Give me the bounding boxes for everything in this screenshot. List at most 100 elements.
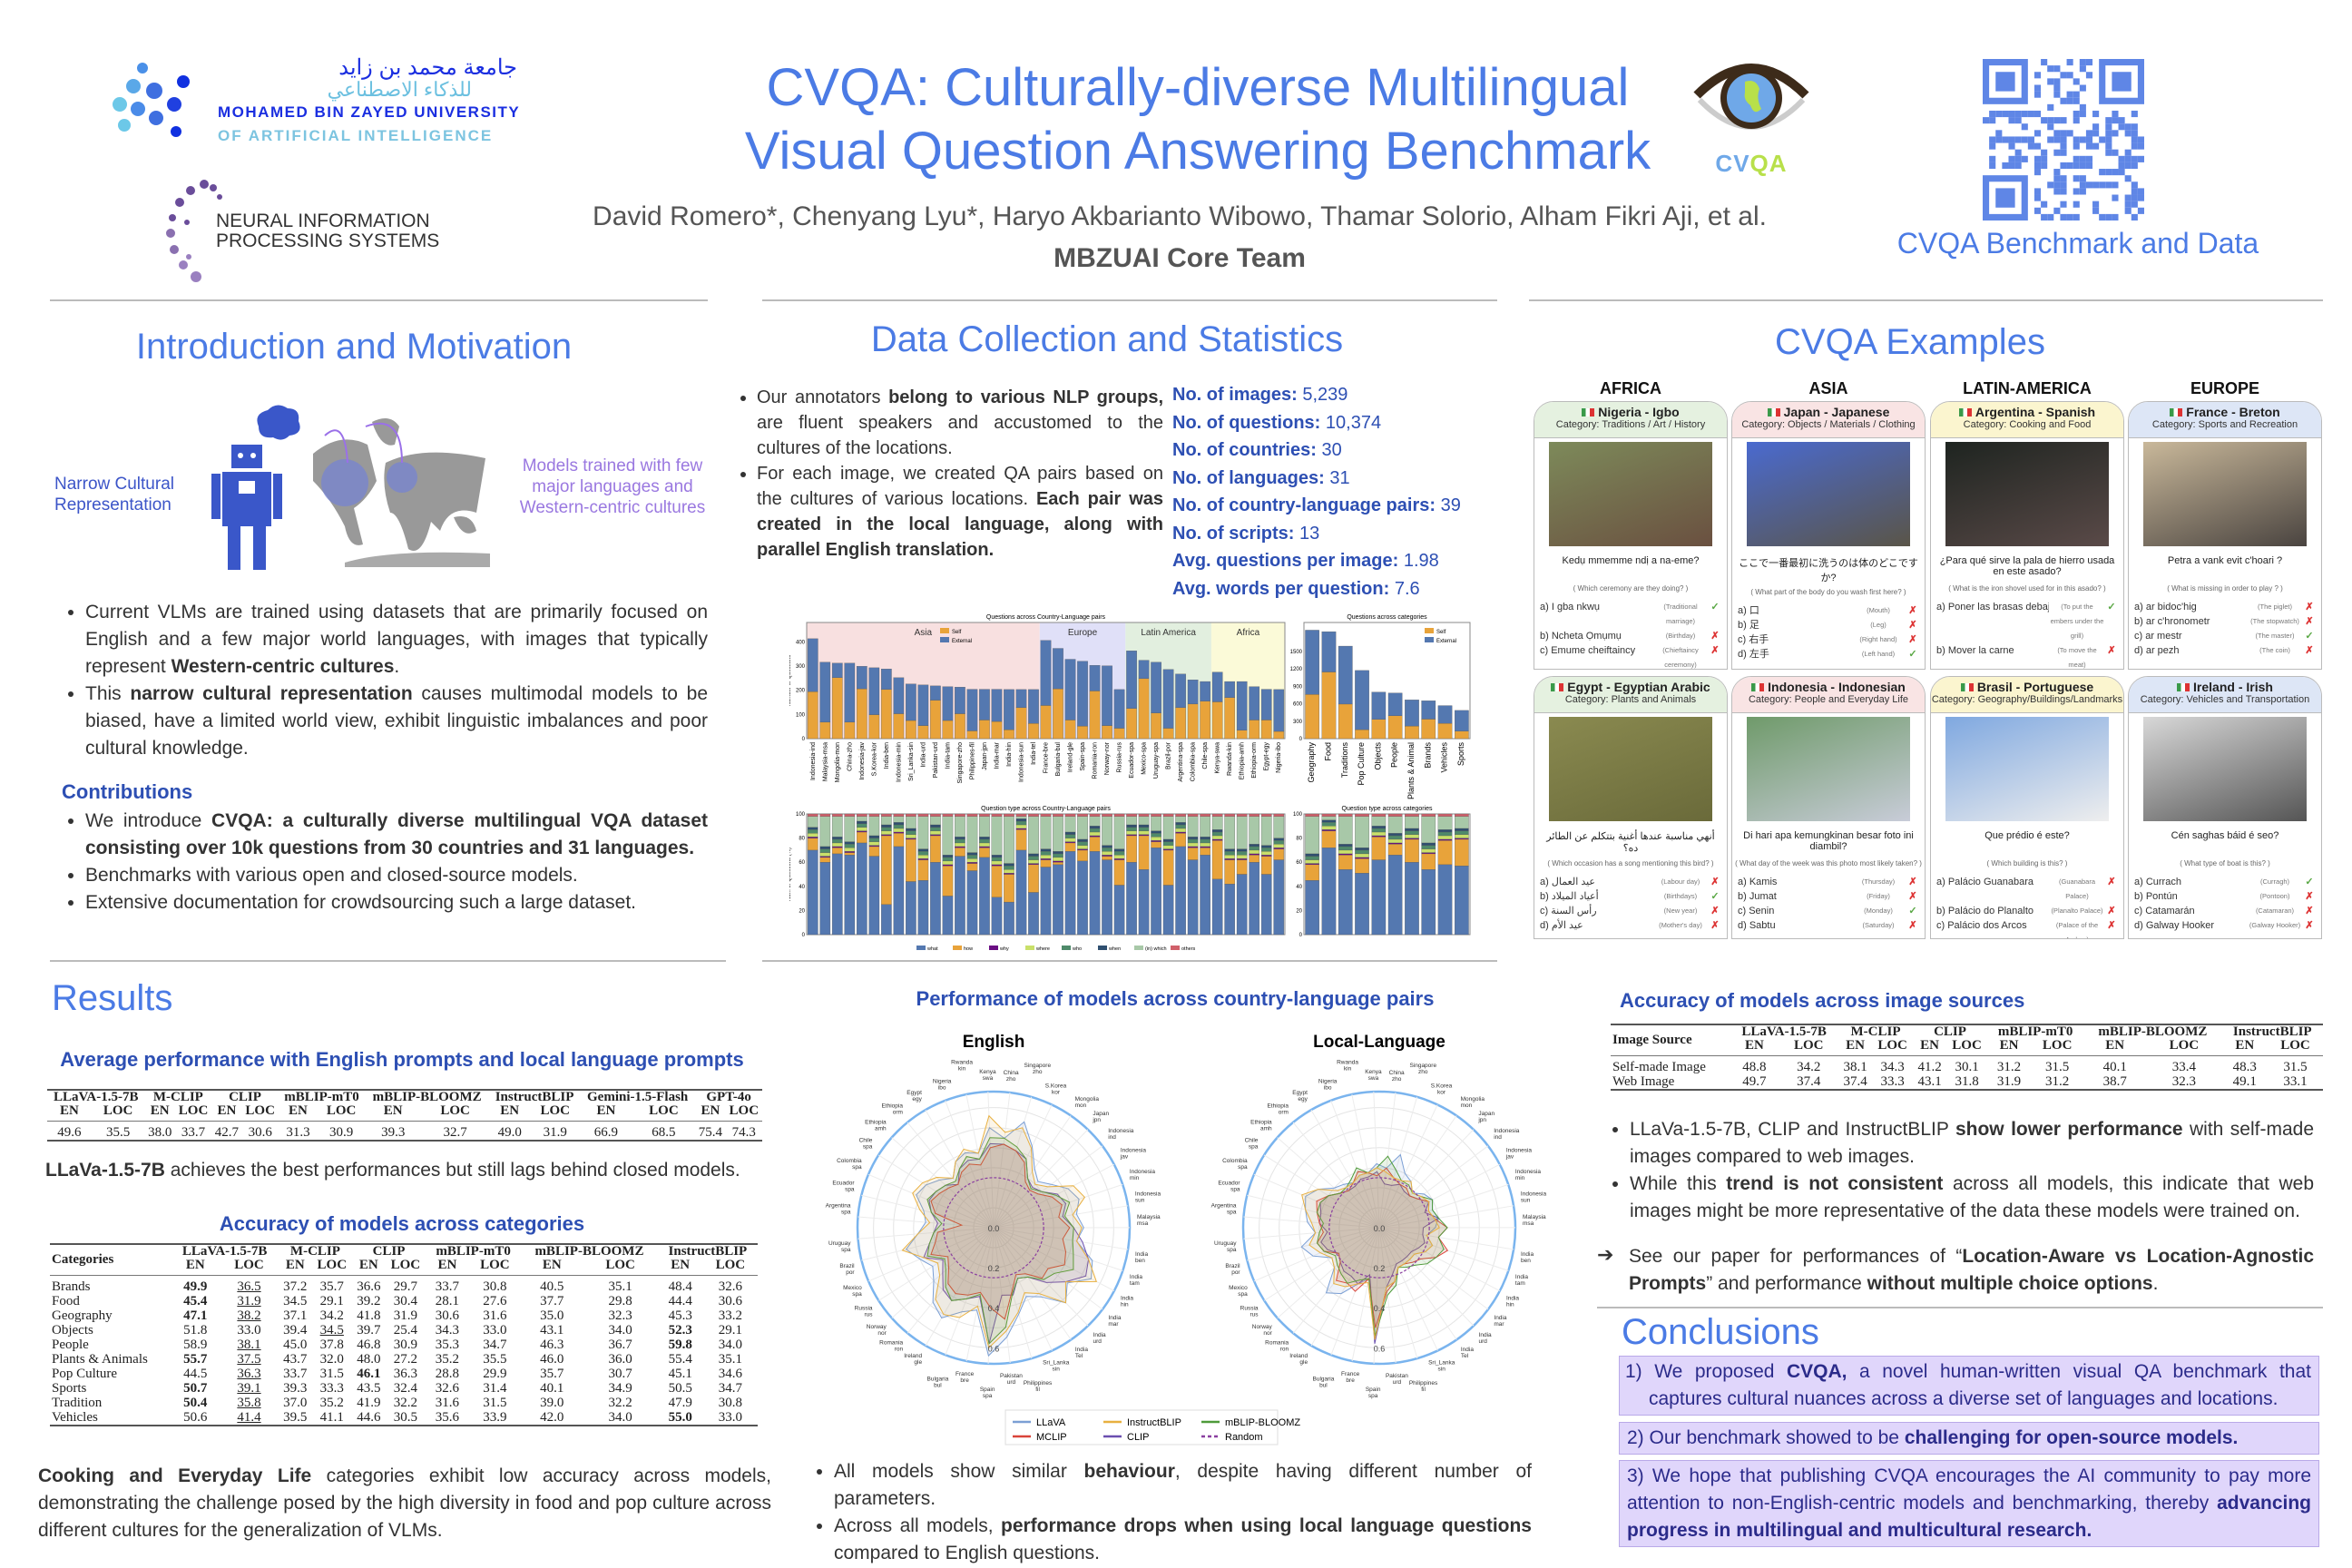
card-country: Japan - Japanese bbox=[1783, 405, 1890, 419]
legend-label: External bbox=[1436, 639, 1456, 644]
bar-segment bbox=[881, 689, 892, 740]
card-country: Argentina - Spanish bbox=[1975, 405, 2096, 419]
legend-swatch bbox=[1025, 946, 1034, 950]
table-cell: 39.3 bbox=[283, 1381, 308, 1396]
bar-segment bbox=[1187, 846, 1199, 848]
divider bbox=[762, 960, 1497, 962]
axis-label: Egypt egy bbox=[1292, 1090, 1308, 1102]
bar-segment bbox=[868, 856, 880, 936]
bar-segment bbox=[1187, 848, 1199, 860]
spoke bbox=[1378, 1104, 1438, 1229]
bar-segment bbox=[1187, 703, 1199, 740]
option-text: a) Poner las brasas debajo de la parilla bbox=[1936, 602, 2049, 612]
plot-frame bbox=[1303, 813, 1471, 936]
bar-segment bbox=[1004, 863, 1014, 867]
text: causes multimodal models to be biased, h… bbox=[85, 683, 709, 759]
table-cell: 34.5 bbox=[283, 1294, 308, 1308]
bar-segment bbox=[1162, 838, 1174, 842]
stat-label: Avg. words per question: bbox=[1172, 578, 1390, 599]
bar-segment bbox=[856, 820, 867, 824]
text: 2) Our benchmark showed to be bbox=[1627, 1427, 1905, 1448]
cross-icon: ✗ bbox=[2107, 877, 2116, 887]
table-cell: 74.3 bbox=[731, 1125, 756, 1140]
bar-segment bbox=[979, 842, 990, 848]
sub-header: EN bbox=[278, 1104, 318, 1122]
y-tick-label: 20 bbox=[799, 908, 805, 914]
option-translation: (Birthday) bbox=[1665, 632, 1696, 640]
bar-segment bbox=[1126, 824, 1137, 828]
table-cell: 32.7 bbox=[443, 1125, 467, 1140]
sub-header: EN bbox=[1730, 1039, 1779, 1056]
bar-segment bbox=[1138, 835, 1150, 870]
table-cell: 43.5 bbox=[357, 1381, 381, 1396]
option-translation: (Planalto Palace) bbox=[2051, 906, 2103, 915]
table-row: Brands 49.9 36.5 37.2 35.7 36.6 29.7 33.7 30.8 40… bbox=[50, 1276, 758, 1295]
table-cell: 33.0 bbox=[718, 1410, 742, 1425]
table-cell: 37.8 bbox=[319, 1338, 344, 1352]
mbzuai-logo: جامعة محمد بن زايد للذكاء الاصطناعي MOHA… bbox=[102, 54, 519, 150]
x-tick-label: India-tam bbox=[945, 742, 951, 769]
bar-segment bbox=[844, 852, 856, 856]
bar-segment bbox=[1260, 874, 1272, 936]
bar-segment bbox=[1273, 813, 1285, 817]
x-tick-label: Pop Culture bbox=[1357, 742, 1366, 786]
bar-segment bbox=[1249, 686, 1260, 720]
row-label: Plants & Animals bbox=[52, 1352, 148, 1367]
bar-segment bbox=[1273, 689, 1285, 732]
spoke bbox=[1378, 1115, 1457, 1229]
flag-icon bbox=[1551, 683, 1564, 691]
bar-segment bbox=[1138, 834, 1150, 837]
x-tick-label: Indonesia-jav bbox=[859, 742, 866, 780]
bar-segment bbox=[1004, 689, 1014, 730]
sub-header: LOC bbox=[174, 1104, 212, 1122]
table-cell: 37.1 bbox=[283, 1308, 308, 1323]
axis-label: Ethiopia amh bbox=[1250, 1119, 1272, 1132]
x-tick-label: Sri_Lanka-sin bbox=[908, 742, 915, 781]
spoke bbox=[1378, 1227, 1438, 1351]
bar-segment bbox=[1321, 819, 1337, 823]
card-translation: ( Which occasion has a song mentioning t… bbox=[1547, 859, 1714, 867]
performance-title: Performance of models across country-lan… bbox=[916, 987, 1435, 1010]
bar-segment bbox=[1236, 813, 1248, 817]
bar-segment bbox=[1305, 864, 1319, 881]
x-tick-label: Spain-spa bbox=[1080, 742, 1086, 771]
results-title: Results bbox=[52, 978, 173, 1018]
table-cell: 55.0 bbox=[668, 1410, 692, 1425]
bar-segment bbox=[1102, 855, 1112, 857]
bar-segment bbox=[1077, 838, 1088, 842]
answer-option: a) Palácio Guanabara (Guanabara Palace) ✗ bbox=[1931, 875, 2123, 904]
bar-segment bbox=[1089, 665, 1101, 691]
table-cell: 38.7 bbox=[2102, 1074, 2127, 1089]
category-accuracy-title: Accuracy of models across categories bbox=[219, 1212, 585, 1235]
bar-segment bbox=[979, 816, 990, 838]
spoke bbox=[906, 1122, 995, 1229]
bar-segment bbox=[1437, 705, 1453, 724]
bar-segment bbox=[1175, 824, 1186, 829]
qr-caption-link[interactable]: CVQA Benchmark and Data bbox=[1896, 227, 2259, 260]
bar-segment bbox=[1405, 838, 1419, 863]
qr-code[interactable] bbox=[1983, 59, 2144, 220]
bar-segment bbox=[1151, 830, 1161, 834]
bar-segment bbox=[1321, 816, 1337, 820]
bar-segment bbox=[1004, 729, 1014, 740]
text: 3) We hope that publishing CVQA encourag… bbox=[1627, 1465, 2311, 1514]
region-band bbox=[1210, 622, 1285, 739]
chart-title: Question type across Country-Language pa… bbox=[981, 806, 1111, 812]
bar-segment bbox=[1305, 694, 1319, 740]
bar-segment bbox=[1273, 816, 1285, 838]
table-cell: 33.3 bbox=[1880, 1074, 1905, 1089]
bar-segment bbox=[1200, 813, 1210, 817]
card-question: Que prédio é este? bbox=[1984, 830, 2070, 841]
bar-segment bbox=[1338, 844, 1353, 848]
bar-segment bbox=[1321, 829, 1337, 831]
bar-segment bbox=[966, 730, 978, 740]
bold-text: Western-centric cultures bbox=[171, 656, 395, 677]
bar-segment bbox=[881, 824, 892, 828]
bar-segment bbox=[1338, 816, 1353, 845]
card-translation: ( Which building is this? ) bbox=[1986, 859, 2068, 867]
bar-segment bbox=[1387, 715, 1403, 740]
spoke bbox=[1277, 1137, 1380, 1229]
bar-segment bbox=[1028, 863, 1039, 866]
table-cell: 37.4 bbox=[1797, 1074, 1821, 1089]
option-translation: (Right hand) bbox=[1859, 635, 1897, 643]
